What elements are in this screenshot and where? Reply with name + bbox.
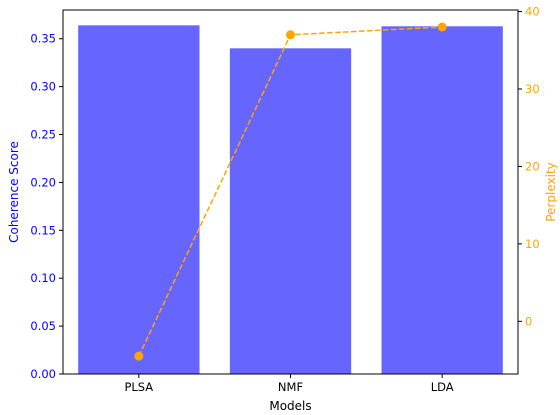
left-tick-label: 0.10 xyxy=(30,271,56,285)
left-tick-label: 0.35 xyxy=(30,32,56,46)
perplexity-point-nmf xyxy=(286,30,295,40)
left-tick-label: 0.30 xyxy=(30,80,56,94)
perplexity-point-lda xyxy=(437,22,447,32)
perplexity-point-plsa xyxy=(134,351,144,361)
right-tick-label: 30 xyxy=(525,82,540,96)
bar-plsa xyxy=(78,25,200,374)
right-tick-label: 10 xyxy=(525,237,540,251)
left-tick-label: 0.15 xyxy=(30,223,56,237)
x-tick-label-nmf: NMF xyxy=(278,380,303,394)
x-tick-label-lda: LDA xyxy=(431,380,454,394)
left-tick-label: 0.25 xyxy=(30,128,56,142)
left-tick-label: 0.20 xyxy=(30,175,56,189)
x-tick-label-plsa: PLSA xyxy=(124,380,153,394)
left-tick-label: 0.00 xyxy=(30,367,56,381)
right-tick-label: 20 xyxy=(525,159,540,173)
bar-nmf xyxy=(229,48,352,374)
left-tick-label: 0.05 xyxy=(30,319,56,333)
right-axis-label: Perplexity xyxy=(544,162,558,222)
right-tick-label: 40 xyxy=(525,5,540,19)
bar-lda xyxy=(381,26,503,374)
left-axis-label: Coherence Score xyxy=(7,141,21,243)
right-tick-label: 0 xyxy=(525,314,532,328)
x-axis-label: Models xyxy=(269,399,311,413)
